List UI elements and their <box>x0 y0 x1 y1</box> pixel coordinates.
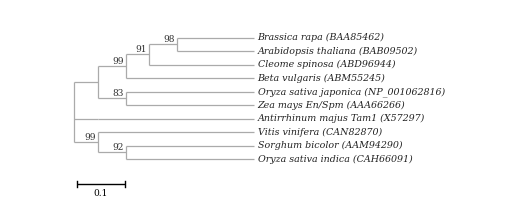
Text: 83: 83 <box>112 90 123 98</box>
Text: Brassica rapa (BAA85462): Brassica rapa (BAA85462) <box>258 33 385 42</box>
Text: 99: 99 <box>112 57 123 66</box>
Text: Cleome spinosa (ABD96944): Cleome spinosa (ABD96944) <box>258 60 395 69</box>
Text: Oryza sativa japonica (NP_001062816): Oryza sativa japonica (NP_001062816) <box>258 87 445 97</box>
Text: Vitis vinifera (CAN82870): Vitis vinifera (CAN82870) <box>258 128 382 137</box>
Text: 92: 92 <box>112 143 123 152</box>
Text: 99: 99 <box>84 133 96 142</box>
Text: Beta vulgaris (ABM55245): Beta vulgaris (ABM55245) <box>258 74 386 83</box>
Text: Arabidopsis thaliana (BAB09502): Arabidopsis thaliana (BAB09502) <box>258 47 418 56</box>
Text: Antirrhinum majus Tam1 (X57297): Antirrhinum majus Tam1 (X57297) <box>258 114 425 123</box>
Text: 91: 91 <box>136 46 147 55</box>
Text: 98: 98 <box>164 35 175 44</box>
Text: Sorghum bicolor (AAM94290): Sorghum bicolor (AAM94290) <box>258 141 402 150</box>
Text: Oryza sativa indica (CAH66091): Oryza sativa indica (CAH66091) <box>258 155 412 164</box>
Text: 0.1: 0.1 <box>94 189 108 198</box>
Text: Zea mays En/Spm (AAA66266): Zea mays En/Spm (AAA66266) <box>258 101 406 110</box>
